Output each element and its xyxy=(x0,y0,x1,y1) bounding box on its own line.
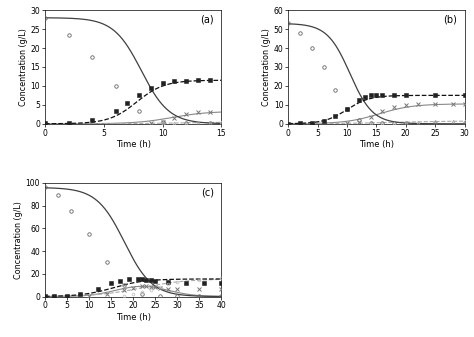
X-axis label: Time (h): Time (h) xyxy=(116,313,151,322)
Text: (b): (b) xyxy=(444,14,457,25)
Y-axis label: Concentration (g/L): Concentration (g/L) xyxy=(14,201,23,279)
X-axis label: Time (h): Time (h) xyxy=(359,141,394,149)
X-axis label: Time (h): Time (h) xyxy=(116,141,151,149)
Y-axis label: Concentration (g/L): Concentration (g/L) xyxy=(262,28,271,106)
Y-axis label: Concentration (g/L): Concentration (g/L) xyxy=(18,28,27,106)
Text: (a): (a) xyxy=(201,14,214,25)
Text: (c): (c) xyxy=(201,187,214,197)
